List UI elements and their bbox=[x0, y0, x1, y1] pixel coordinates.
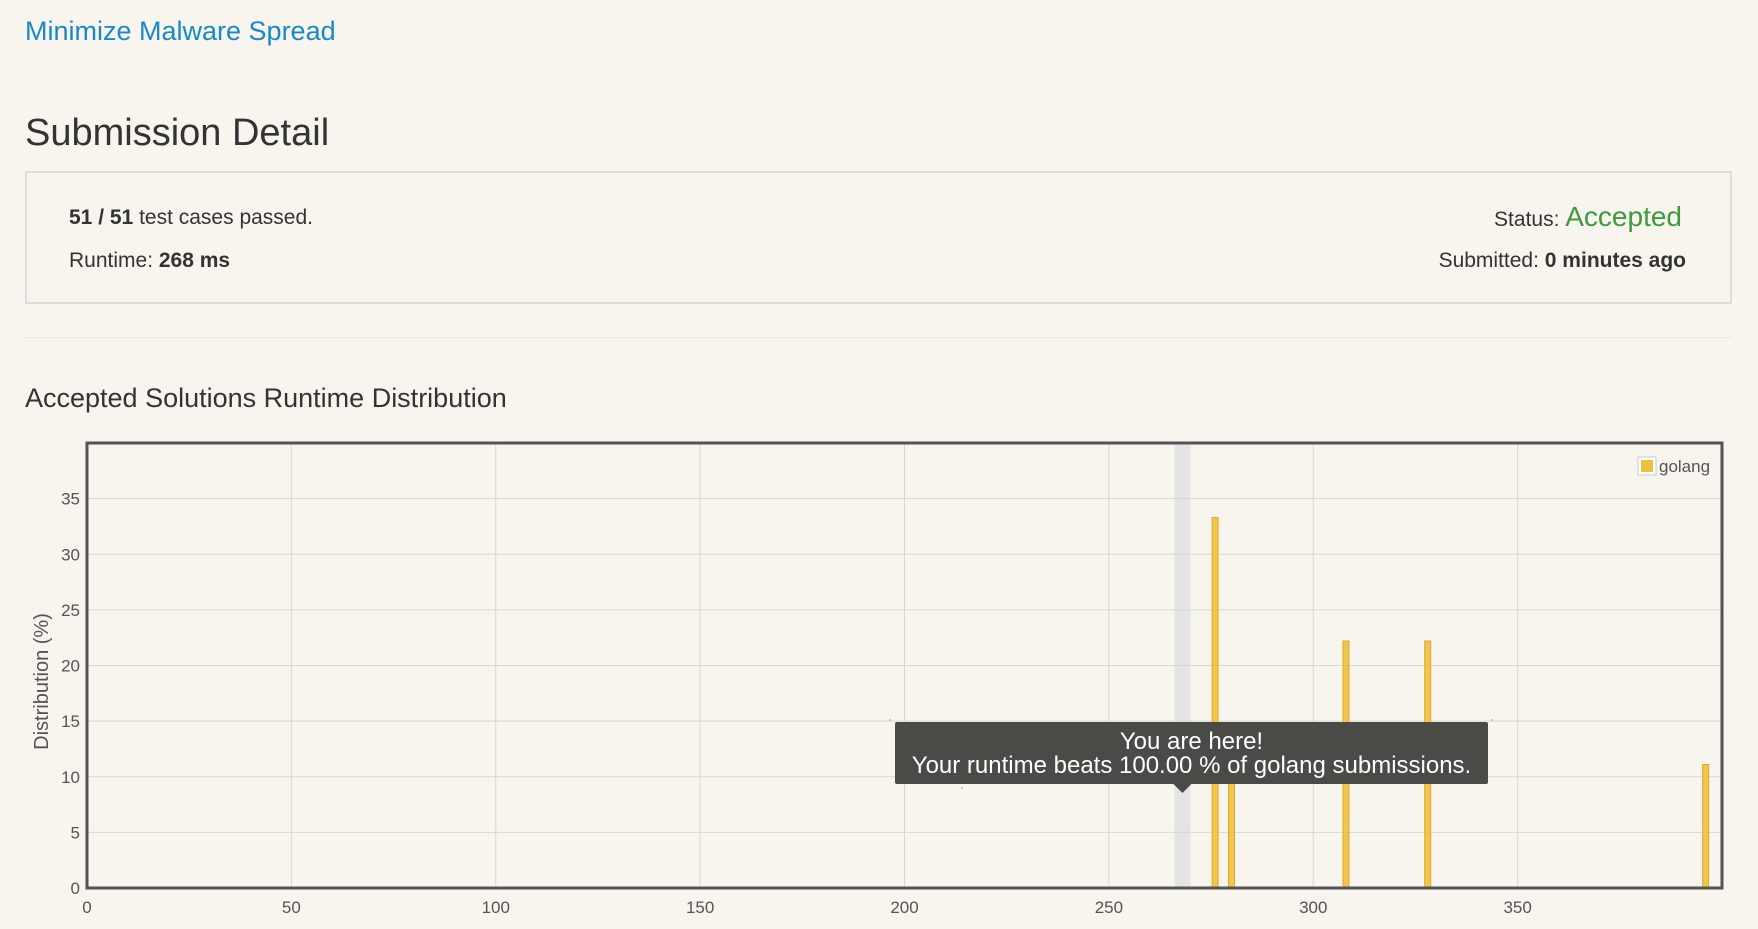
tooltip-box bbox=[895, 722, 1488, 784]
divider bbox=[25, 337, 1732, 338]
x-tick-label: 50 bbox=[282, 898, 301, 917]
test-cases-summary: 51 / 51 test cases passed. bbox=[69, 206, 313, 230]
section-title: Accepted Solutions Runtime Distribution bbox=[25, 383, 507, 413]
x-tick-label: 0 bbox=[82, 898, 91, 917]
bar-golang-276[interactable] bbox=[1211, 517, 1219, 889]
y-tick-label: 15 bbox=[61, 712, 80, 731]
y-tick-label: 10 bbox=[61, 768, 80, 787]
y-tick-label: 5 bbox=[71, 823, 80, 842]
legend-swatch bbox=[1641, 460, 1653, 472]
y-axis-label: Distribution (%) bbox=[31, 613, 53, 750]
status-summary: Status: Accepted bbox=[1494, 201, 1682, 233]
submitted-label: Submitted: bbox=[1438, 249, 1545, 272]
submission-detail-box: 51 / 51 test cases passed. Runtime: 268 … bbox=[25, 171, 1732, 304]
runtime-label: Runtime: bbox=[69, 249, 159, 272]
runtime-value: 268 ms bbox=[158, 249, 231, 272]
tooltip-pointer-icon bbox=[1173, 784, 1192, 793]
legend-label: golang bbox=[1659, 457, 1710, 476]
runtime-summary: Runtime: 268 ms bbox=[69, 249, 230, 273]
status-accepted-link[interactable]: Accepted bbox=[1565, 201, 1682, 232]
submitted-value: 0 minutes ago bbox=[1544, 249, 1686, 272]
bar-golang-396[interactable] bbox=[1702, 764, 1710, 889]
x-tick-label: 150 bbox=[686, 898, 714, 917]
x-tick-label: 200 bbox=[890, 898, 918, 917]
submitted-summary: Submitted: 0 minutes ago bbox=[1439, 249, 1686, 273]
tooltip-line-1: You are here! bbox=[1120, 728, 1263, 755]
page-title: Submission Detail bbox=[25, 112, 330, 154]
x-tick-label: 100 bbox=[482, 898, 510, 917]
y-tick-label: 35 bbox=[61, 490, 80, 509]
x-tick-label: 300 bbox=[1299, 898, 1327, 917]
y-tick-label: 30 bbox=[61, 545, 80, 564]
tooltip-line-2: Your runtime beats 100.00 % of golang su… bbox=[912, 752, 1471, 779]
plot-frame bbox=[85, 441, 1724, 890]
y-tick-label: 0 bbox=[71, 879, 80, 898]
x-tick-label: 350 bbox=[1503, 898, 1531, 917]
problem-title-link[interactable]: Minimize Malware Spread bbox=[25, 16, 336, 46]
y-tick-label: 25 bbox=[61, 601, 80, 620]
y-tick-label: 20 bbox=[61, 657, 80, 676]
passed-count: 51 / 51 bbox=[69, 206, 134, 229]
status-label: Status: bbox=[1494, 208, 1566, 231]
passed-suffix: test cases passed. bbox=[133, 206, 313, 229]
x-tick-label: 250 bbox=[1095, 898, 1123, 917]
